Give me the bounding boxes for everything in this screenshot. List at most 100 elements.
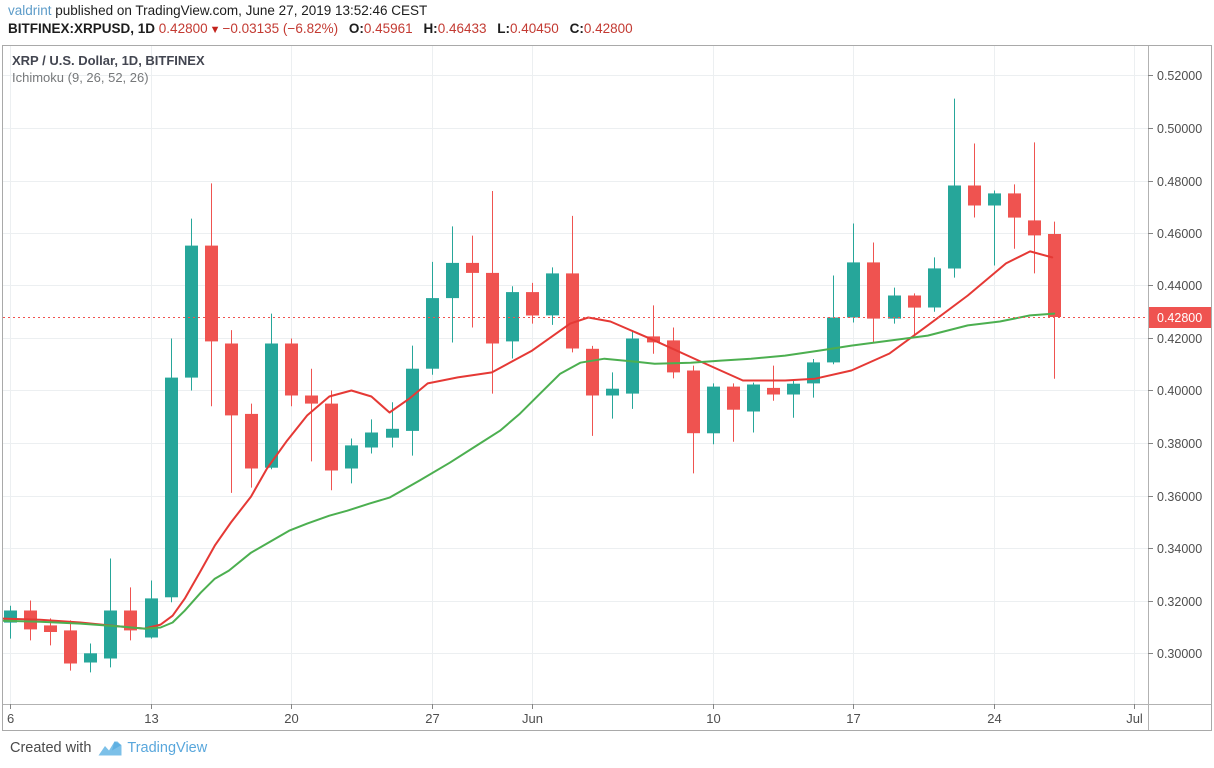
candle-body xyxy=(345,445,358,469)
candle-body xyxy=(606,388,619,396)
low-value: 0.40450 xyxy=(510,21,559,36)
time-tick-label: 20 xyxy=(284,711,298,726)
candle[interactable] xyxy=(486,191,499,394)
candle[interactable] xyxy=(1048,221,1061,379)
candle-body xyxy=(626,338,639,394)
price-tick-label: 0.52000 xyxy=(1157,69,1202,83)
candle[interactable] xyxy=(165,338,178,603)
candle-body xyxy=(486,272,499,344)
price-tick-label: 0.50000 xyxy=(1157,122,1202,136)
time-tick-label: 6 xyxy=(7,711,14,726)
candle[interactable] xyxy=(4,605,17,639)
candle[interactable] xyxy=(867,242,880,344)
price-tick-label: 0.46000 xyxy=(1157,227,1202,241)
candle[interactable] xyxy=(104,558,117,668)
candle[interactable] xyxy=(606,372,619,419)
candle-body xyxy=(84,653,97,663)
candle[interactable] xyxy=(647,305,660,354)
time-tick-label: 10 xyxy=(706,711,720,726)
candle-body xyxy=(1048,234,1061,317)
author-link[interactable]: valdrint xyxy=(8,3,52,18)
candle[interactable] xyxy=(948,98,961,278)
candle-body xyxy=(687,370,700,434)
candle-body xyxy=(225,343,238,416)
candle-body xyxy=(847,262,860,318)
candle[interactable] xyxy=(64,620,77,671)
candle-body xyxy=(265,343,278,468)
candle[interactable] xyxy=(566,215,579,353)
quote-line: BITFINEX:XRPUSD, 1D 0.42800 ▼ −0.03135 (−6… xyxy=(8,20,633,39)
candle[interactable] xyxy=(687,365,700,474)
candle[interactable] xyxy=(526,282,539,324)
change-value: −0.03135 (−6.82%) xyxy=(222,21,339,36)
candle-body xyxy=(707,386,720,434)
price-tick-label: 0.44000 xyxy=(1157,279,1202,293)
candle[interactable] xyxy=(265,313,278,470)
candle-body xyxy=(466,262,479,273)
candle-body xyxy=(365,432,378,448)
candle-body xyxy=(888,295,901,319)
candle-body xyxy=(667,340,680,373)
candle[interactable] xyxy=(84,643,97,673)
candle[interactable] xyxy=(908,293,921,336)
candle[interactable] xyxy=(928,257,941,312)
candle[interactable] xyxy=(325,390,338,491)
candle-body xyxy=(908,295,921,308)
candle[interactable] xyxy=(386,402,399,448)
base-line-26 xyxy=(3,312,1056,630)
indicator-lines xyxy=(3,250,1056,630)
last-price-label: 0.42800 xyxy=(1149,307,1211,328)
candles-layer xyxy=(4,98,1061,673)
candle[interactable] xyxy=(466,235,479,328)
candle[interactable] xyxy=(968,143,981,218)
candle[interactable] xyxy=(205,183,218,407)
price-axis[interactable]: 0.52000 0.50000 0.48000 0.46000 0.44000 0.420… xyxy=(1148,69,1202,661)
candle[interactable] xyxy=(767,365,780,401)
candle[interactable] xyxy=(747,382,760,433)
candle[interactable] xyxy=(546,267,559,325)
candle[interactable] xyxy=(667,327,680,379)
candle[interactable] xyxy=(245,403,258,488)
candle[interactable] xyxy=(847,223,860,323)
candlestick-chart[interactable]: 0.52000 0.50000 0.48000 0.46000 0.44000 0.420… xyxy=(3,46,1211,730)
candle[interactable] xyxy=(988,190,1001,266)
candle-body xyxy=(64,630,77,664)
candle[interactable] xyxy=(406,345,419,456)
low-label: L: xyxy=(497,21,511,36)
candle-body xyxy=(124,610,137,631)
price-tick-label: 0.34000 xyxy=(1157,542,1202,556)
candle[interactable] xyxy=(345,438,358,484)
candle[interactable] xyxy=(426,261,439,375)
conversion-line-9 xyxy=(3,250,1054,630)
candle[interactable] xyxy=(626,331,639,409)
candle[interactable] xyxy=(1008,184,1021,249)
chart-frame: 0.52000 0.50000 0.48000 0.46000 0.44000 0.420… xyxy=(2,45,1212,731)
price-tick-label: 0.40000 xyxy=(1157,384,1202,398)
last-price: 0.42800 xyxy=(158,21,208,36)
candle[interactable] xyxy=(305,368,318,462)
candle[interactable] xyxy=(285,338,298,407)
open-value: 0.45961 xyxy=(363,21,413,36)
candle[interactable] xyxy=(185,218,198,391)
candle[interactable] xyxy=(727,383,740,442)
candle[interactable] xyxy=(225,330,238,493)
candle[interactable] xyxy=(145,580,158,639)
high-value: 0.46433 xyxy=(437,21,487,36)
candle-body xyxy=(44,625,57,632)
open-label: O: xyxy=(348,21,364,36)
close-value: 0.42800 xyxy=(583,21,633,36)
tradingview-link[interactable]: TradingView xyxy=(127,740,208,756)
candle[interactable] xyxy=(124,587,137,641)
candle[interactable] xyxy=(787,380,800,418)
candle-body xyxy=(526,292,539,316)
price-tick-label: 0.32000 xyxy=(1157,595,1202,609)
last-price-label-bg xyxy=(1149,307,1211,328)
time-axis[interactable]: 6 13 20 27 Jun 10 17 24 Jul xyxy=(7,704,1143,726)
candle[interactable] xyxy=(365,419,378,454)
candle[interactable] xyxy=(446,226,459,343)
candle[interactable] xyxy=(827,275,840,365)
candle-body xyxy=(787,383,800,395)
candle[interactable] xyxy=(707,383,720,445)
candle[interactable] xyxy=(888,287,901,324)
candle[interactable] xyxy=(506,286,519,359)
